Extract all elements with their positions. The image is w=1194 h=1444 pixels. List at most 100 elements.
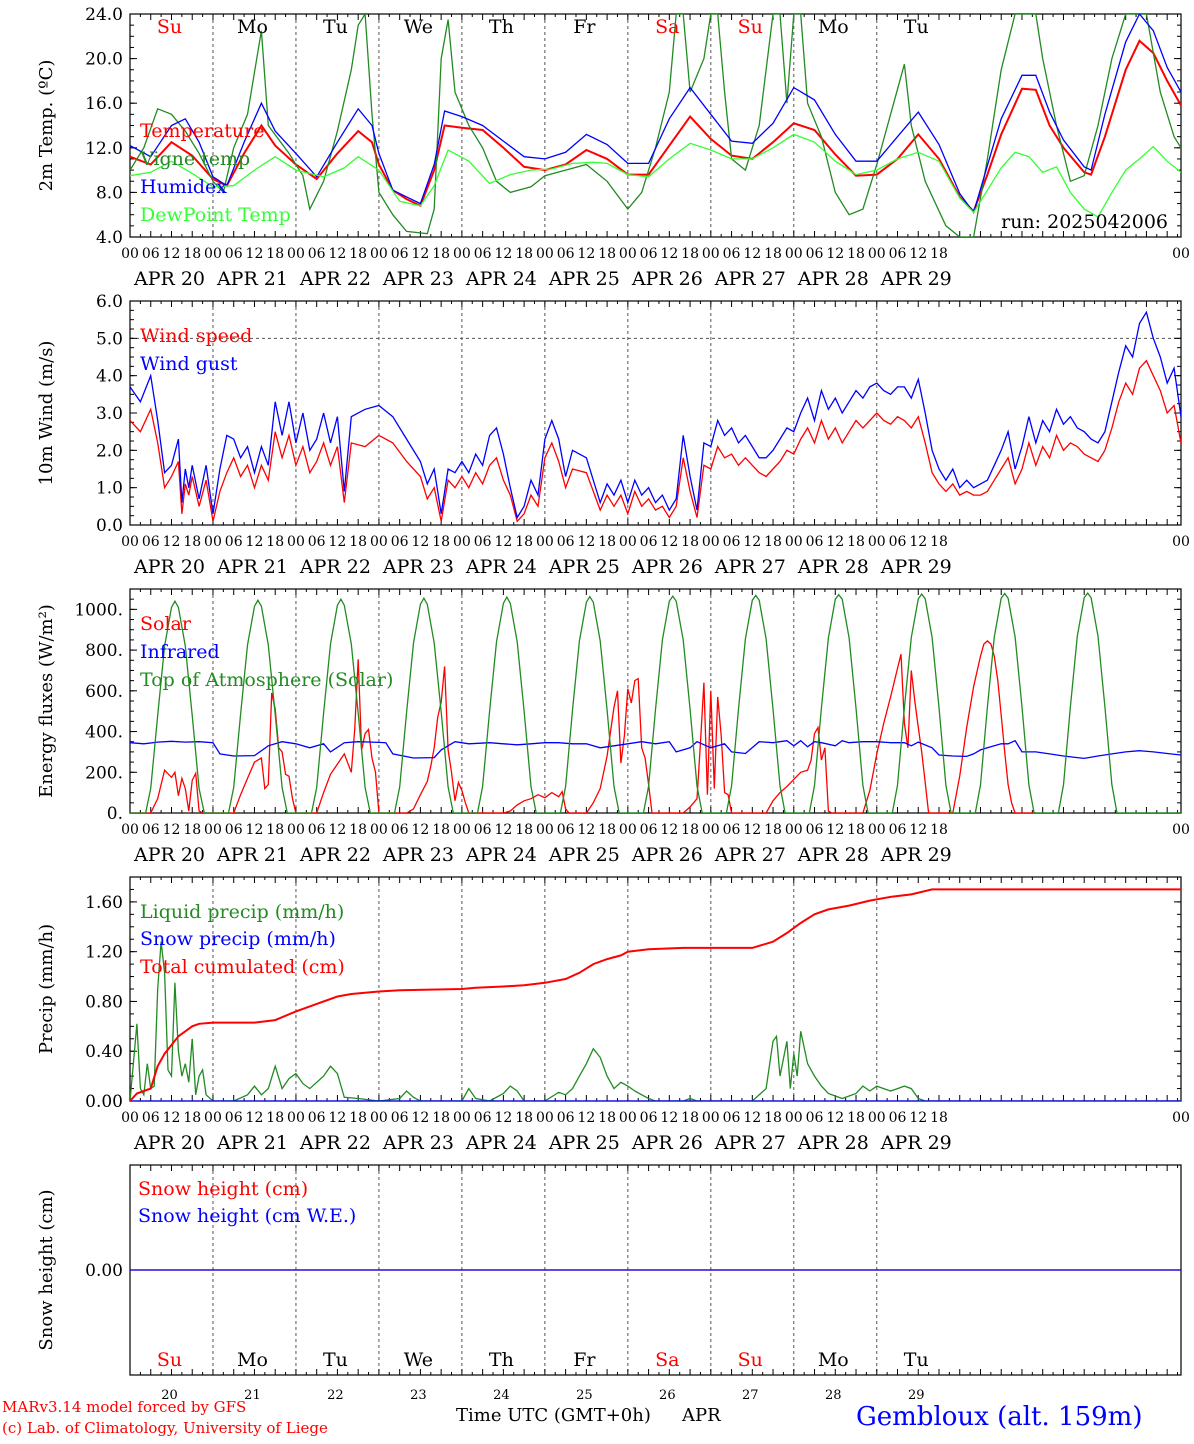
legend-entry: Snow height (cm W.E.) <box>138 1205 356 1227</box>
legend-entry: Infrared <box>140 641 220 663</box>
legend-entry: Total cumulated (cm) <box>140 956 345 978</box>
series-line-wind-gust <box>130 310 1181 520</box>
x-hour-label: 18 <box>349 1110 367 1126</box>
lab-credit: (c) Lab. of Climatology, University of L… <box>2 1419 328 1437</box>
y-tick-label: 16.0 <box>85 94 123 114</box>
x-hour-label: 00 <box>619 822 637 838</box>
day-number: 24 <box>493 1388 510 1403</box>
x-date-label: APR 28 <box>797 268 869 290</box>
y-axis-label: 10m Wind (m/s) <box>36 341 57 486</box>
x-hour-label: 12 <box>494 1110 512 1126</box>
x-hour-label: 12 <box>246 1110 264 1126</box>
series-line-solar <box>130 640 1036 813</box>
x-hour-label: 00 <box>453 822 471 838</box>
x-hour-label: 06 <box>474 822 492 838</box>
x-hour-label: 00 <box>287 246 305 262</box>
x-hour-label: 06 <box>723 1110 741 1126</box>
x-date-label: APR 22 <box>299 844 371 866</box>
x-hour-label: 06 <box>806 246 824 262</box>
x-date-label: APR 26 <box>631 556 703 578</box>
legend-entry: Wind gust <box>140 353 238 375</box>
x-hour-label: 12 <box>246 246 264 262</box>
x-hour-label: 12 <box>909 1110 927 1126</box>
x-hour-label: 00 <box>121 246 139 262</box>
y-axis-label: Energy fluxes (W/m²) <box>36 604 57 798</box>
x-hour-label: 12 <box>909 822 927 838</box>
day-number: 20 <box>161 1388 178 1403</box>
x-hour-label: 18 <box>930 822 948 838</box>
x-hour-label: 12 <box>246 534 264 550</box>
x-hour-label: 06 <box>889 534 907 550</box>
x-date-label: APR 20 <box>133 556 205 578</box>
x-hour-label: 00 <box>702 1110 720 1126</box>
x-hour-label: 18 <box>515 534 533 550</box>
series-line-dewpoint-temp <box>130 133 1181 218</box>
x-hour-label: 00 <box>453 534 471 550</box>
x-hour-label: 12 <box>246 822 264 838</box>
panel-3: 0. 200. 400. 600. 800. 1000. Energy fluxes (W/… <box>36 588 1190 866</box>
x-hour-label: 06 <box>474 1110 492 1126</box>
x-date-label: APR 23 <box>382 844 454 866</box>
x-hour-label: 06 <box>889 822 907 838</box>
y-tick-label: 0.00 <box>85 1261 123 1281</box>
x-hour-label: 12 <box>329 534 347 550</box>
legend-entry: Humidex <box>140 176 227 198</box>
day-label: Th <box>489 1349 514 1371</box>
x-date-label: APR 25 <box>548 556 620 578</box>
x-hour-label: 06 <box>474 534 492 550</box>
x-hour-label: 00 <box>370 534 388 550</box>
x-date-label: APR 24 <box>465 1132 537 1154</box>
x-hour-label: 18 <box>183 822 201 838</box>
x-hour-label: 18 <box>515 1110 533 1126</box>
x-hour-label: 18 <box>847 246 865 262</box>
y-tick-label: 0.0 <box>96 516 123 536</box>
x-hour-label: 18 <box>930 534 948 550</box>
x-hour-label: 18 <box>432 246 450 262</box>
x-hour-label: 18 <box>266 1110 284 1126</box>
day-label: Mo <box>237 1349 268 1371</box>
x-hour-label: 00 <box>785 534 803 550</box>
x-hour-label: 06 <box>640 822 658 838</box>
y-tick-label: 400. <box>85 723 123 743</box>
day-label: Su <box>738 1349 763 1371</box>
x-hour-label: 18 <box>847 822 865 838</box>
x-hour-label: 12 <box>494 246 512 262</box>
x-hour-label: 00 <box>702 534 720 550</box>
x-hour-label: 18 <box>349 822 367 838</box>
x-hour-label: 00 <box>287 822 305 838</box>
day-label: Th <box>489 16 514 38</box>
x-date-label: APR 21 <box>216 844 288 866</box>
x-hour-label: 00 <box>287 534 305 550</box>
x-hour-label: 06 <box>308 1110 326 1126</box>
x-hour-label: 06 <box>806 1110 824 1126</box>
x-hour-label: 18 <box>266 822 284 838</box>
day-number: 22 <box>327 1388 344 1403</box>
x-hour-label: 12 <box>163 1110 181 1126</box>
x-hour-label: 12 <box>826 1110 844 1126</box>
y-tick-label: 0.80 <box>85 992 123 1012</box>
x-hour-label: 00 <box>785 246 803 262</box>
x-hour-label: 06 <box>391 822 409 838</box>
x-hour-label: 06 <box>391 246 409 262</box>
x-date-label: APR 20 <box>133 844 205 866</box>
x-hour-label: 12 <box>411 246 429 262</box>
x-hour-label: 00 <box>1172 1110 1190 1126</box>
series-line-temperature <box>130 39 1181 214</box>
x-hour-label: 12 <box>329 822 347 838</box>
x-hour-label: 06 <box>308 246 326 262</box>
y-tick-label: 1.60 <box>85 893 123 913</box>
x-hour-label: 00 <box>619 246 637 262</box>
series-line-humidex <box>130 14 1181 214</box>
x-hour-label: 12 <box>660 534 678 550</box>
x-date-label: APR 25 <box>548 268 620 290</box>
x-hour-label: 00 <box>204 1110 222 1126</box>
y-tick-label: 0. <box>107 804 123 824</box>
x-hour-label: 00 <box>785 1110 803 1126</box>
x-hour-label: 00 <box>619 1110 637 1126</box>
x-date-label: APR 26 <box>631 1132 703 1154</box>
x-date-label: APR 24 <box>465 556 537 578</box>
x-date-label: APR 22 <box>299 556 371 578</box>
y-tick-label: 4.0 <box>96 367 123 387</box>
run-annotation: run: 2025042006 <box>1001 211 1168 233</box>
day-label: Su <box>157 1349 182 1371</box>
